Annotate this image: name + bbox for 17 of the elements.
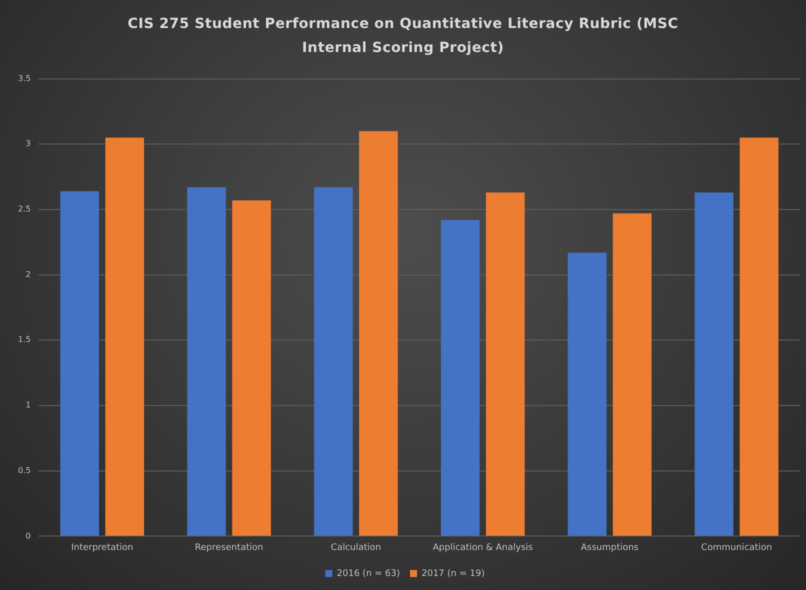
y-tick-label: 3.5 <box>18 74 31 83</box>
legend-label: 2016 (n = 63) <box>336 568 400 579</box>
x-tick-label: Assumptions <box>580 542 639 553</box>
chart-title: CIS 275 Student Performance on Quantitative Literacy Rubric (MSC Internal Scoring Project) <box>126 15 680 58</box>
y-tick-label: 0 <box>26 531 31 540</box>
x-tick-label: Communication <box>701 542 772 553</box>
y-tick-label: 3 <box>26 139 31 148</box>
y-tick-label: 1 <box>26 400 31 410</box>
x-tick-label: Calculation <box>330 542 382 553</box>
y-tick-label: 2.5 <box>18 204 31 214</box>
x-tick-label: Interpretation <box>71 542 134 553</box>
x-tick-label: Application & Analysis <box>432 542 534 553</box>
y-tick-label: 1.5 <box>18 335 31 344</box>
y-tick-label: 0.5 <box>18 466 31 475</box>
legend-label: 2017 (n = 19) <box>422 568 485 579</box>
y-tick-label: 2 <box>26 270 31 279</box>
x-tick-label: Representation <box>194 542 264 553</box>
